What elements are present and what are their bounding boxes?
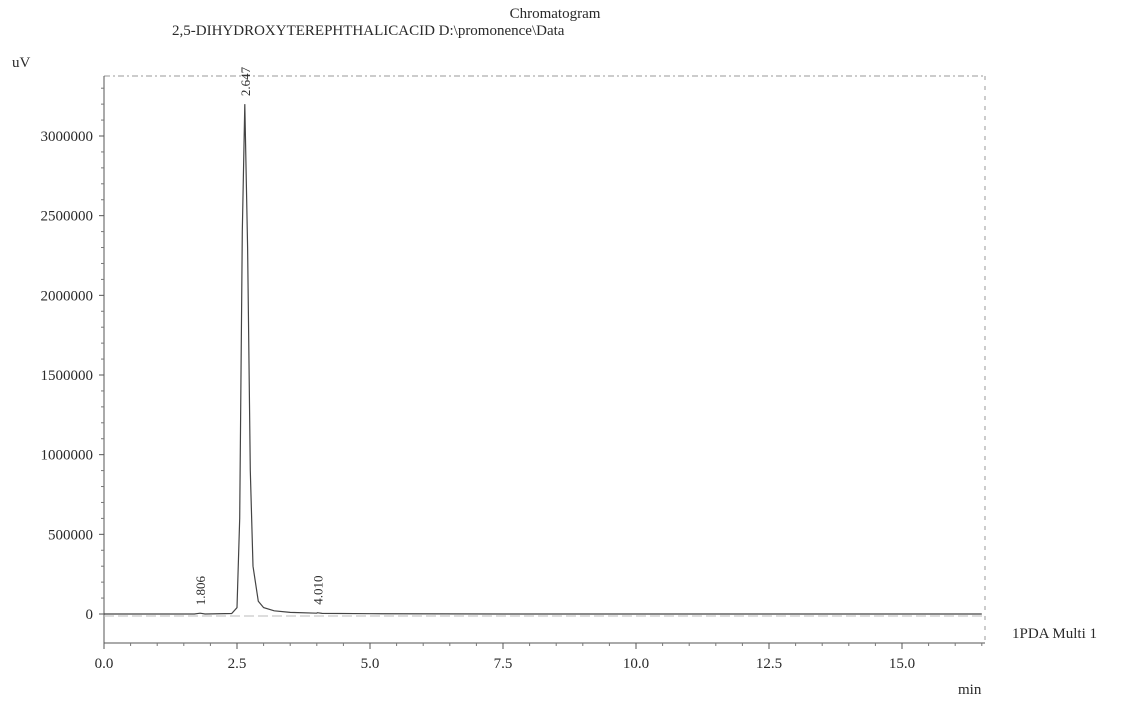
channel-legend: 1PDA Multi 1 [1012, 626, 1098, 642]
y-tick-label: 0 [86, 607, 94, 623]
peak-label: 2.647 [238, 66, 253, 96]
peak-label: 4.010 [310, 575, 325, 604]
chromatogram-trace [104, 104, 982, 615]
y-tick-label: 1500000 [41, 368, 94, 384]
x-tick-label: 15.0 [889, 656, 915, 672]
chart-title: Chromatogram [509, 6, 601, 22]
y-axis-label: uV [12, 55, 31, 71]
x-tick-label: 10.0 [623, 656, 649, 672]
x-axis-ticks: 0.0 2.5 5.0 7.5 10.0 12.5 15.0 [95, 643, 983, 672]
y-tick-label: 2500000 [41, 209, 94, 225]
series-line [104, 104, 982, 615]
y-tick-label: 3000000 [41, 129, 94, 145]
chart-subtitle: 2,5-DIHYDROXYTEREPHTHALICACID D:\promone… [172, 23, 565, 39]
y-tick-label: 1000000 [41, 448, 94, 464]
y-axis-ticks: 0 500000 1000000 1500000 2000000 2500000 30000… [41, 87, 104, 623]
x-tick-label: 12.5 [756, 656, 782, 672]
plot-frame [103, 75, 986, 644]
x-tick-label: 7.5 [494, 656, 513, 672]
x-tick-label: 2.5 [228, 656, 247, 672]
x-tick-label: 5.0 [361, 656, 380, 672]
peak-labels: 1.806 2.647 4.010 [193, 66, 325, 605]
y-tick-label: 500000 [48, 527, 93, 543]
y-tick-label: 2000000 [41, 288, 94, 304]
peak-label: 1.806 [193, 575, 208, 605]
x-tick-label: 0.0 [95, 656, 114, 672]
x-axis-label: min [958, 682, 982, 698]
